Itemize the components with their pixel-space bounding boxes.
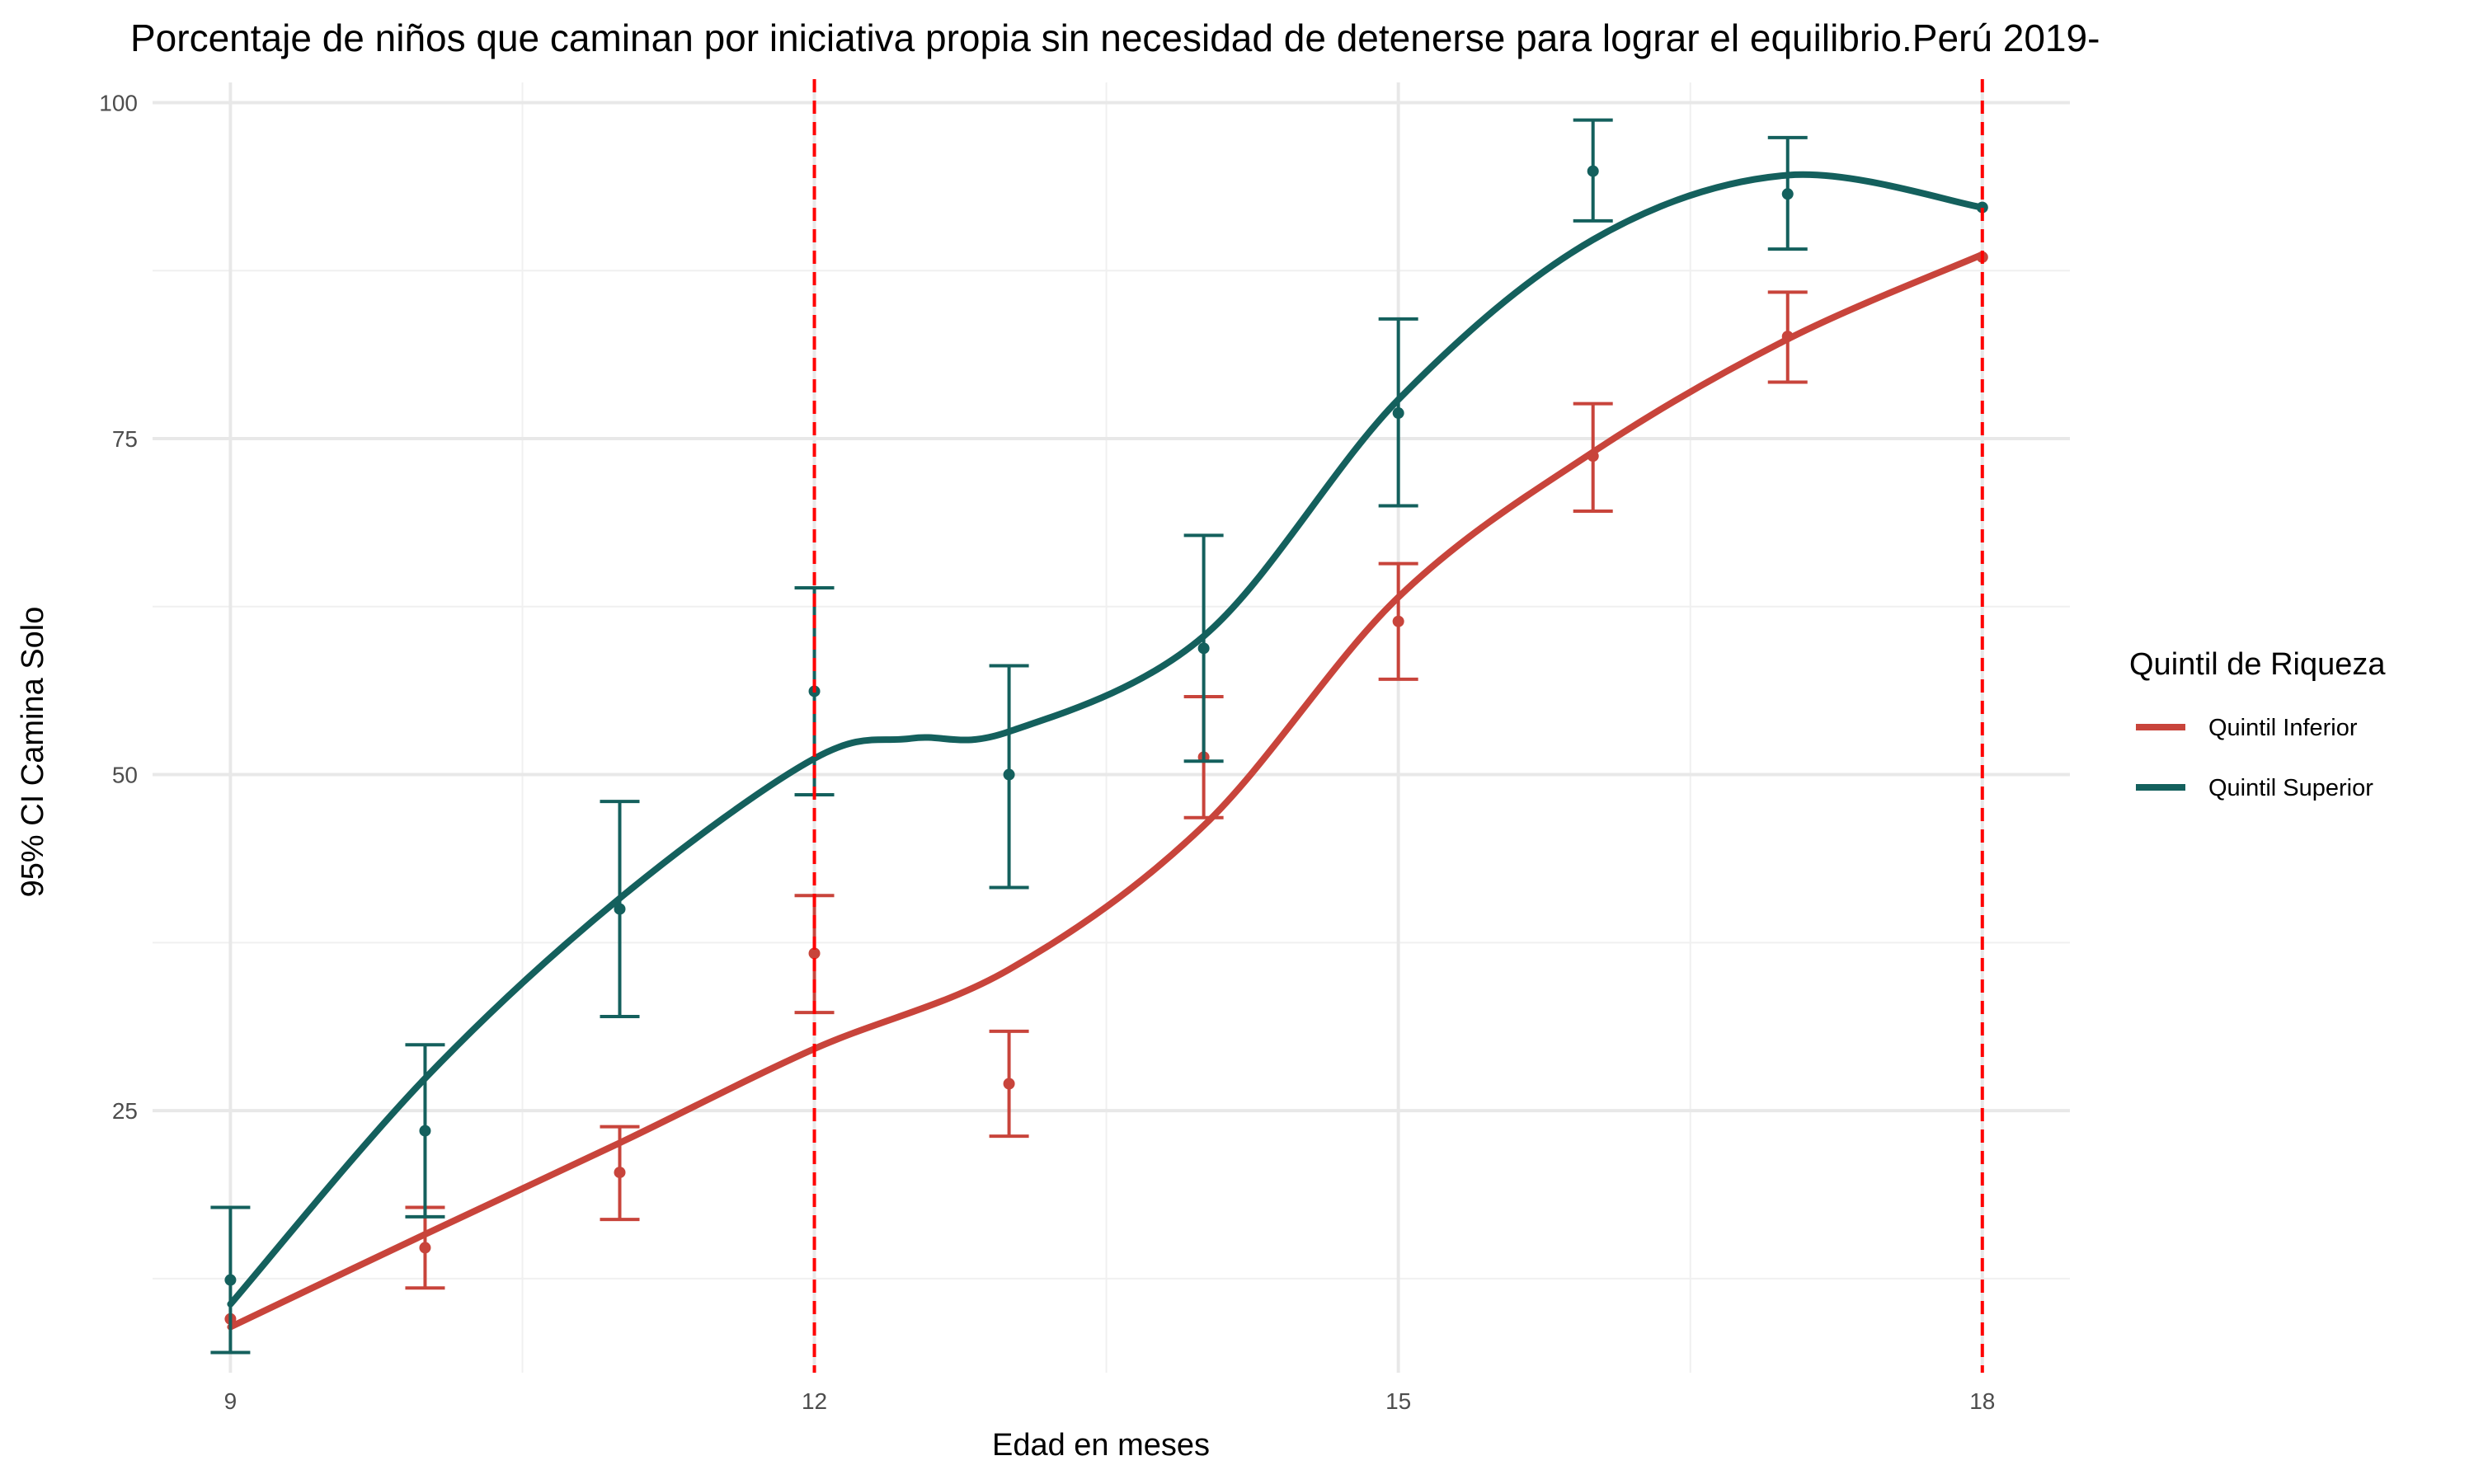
- chart-title: Porcentaje de niños que caminan por inic…: [130, 16, 2100, 59]
- y-axis-label: 95% CI Camina Solo: [16, 607, 50, 898]
- x-axis: 9 12 15 18: [224, 1388, 1996, 1414]
- x-tick-label: 12: [802, 1388, 827, 1414]
- grid: [153, 82, 2070, 1373]
- y-tick-label: 75: [112, 426, 138, 452]
- series-superior: [210, 118, 1988, 1355]
- legend-label-superior: Quintil Superior: [2208, 775, 2373, 801]
- y-axis: 25 50 75 100: [99, 90, 138, 1124]
- series-layer: [210, 118, 1988, 1355]
- smooth-line-superior: [227, 171, 1986, 1308]
- legend-label-inferior: Quintil Inferior: [2208, 715, 2358, 741]
- x-tick-label: 9: [224, 1388, 238, 1414]
- data-point-inferior: [1392, 615, 1404, 627]
- x-axis-label: Edad en meses: [992, 1428, 1210, 1463]
- x-tick-label: 15: [1385, 1388, 1411, 1414]
- data-point-inferior: [614, 1167, 626, 1179]
- y-tick-label: 50: [112, 763, 138, 788]
- y-tick-label: 25: [112, 1098, 138, 1124]
- data-point-inferior: [419, 1242, 431, 1254]
- y-tick-label: 100: [99, 90, 138, 115]
- data-point-superior: [614, 903, 626, 915]
- data-point-inferior: [808, 947, 821, 960]
- legend: Quintil de Riqueza Quintil Inferior Quint…: [2129, 647, 2386, 801]
- data-point-superior: [1392, 407, 1404, 420]
- smooth-line-inferior: [227, 251, 1986, 1331]
- data-point-superior: [1781, 188, 1794, 200]
- x-tick-label: 18: [1969, 1388, 1995, 1414]
- reference-lines: [812, 79, 1984, 1373]
- data-point-superior: [1197, 642, 1210, 655]
- data-point-superior: [419, 1125, 431, 1137]
- series-inferior: [224, 251, 1988, 1331]
- data-point-superior: [1003, 768, 1015, 781]
- data-point-superior: [224, 1274, 237, 1286]
- data-point-inferior: [1003, 1078, 1015, 1090]
- legend-title: Quintil de Riqueza: [2129, 647, 2386, 682]
- data-point-superior: [1587, 165, 1599, 177]
